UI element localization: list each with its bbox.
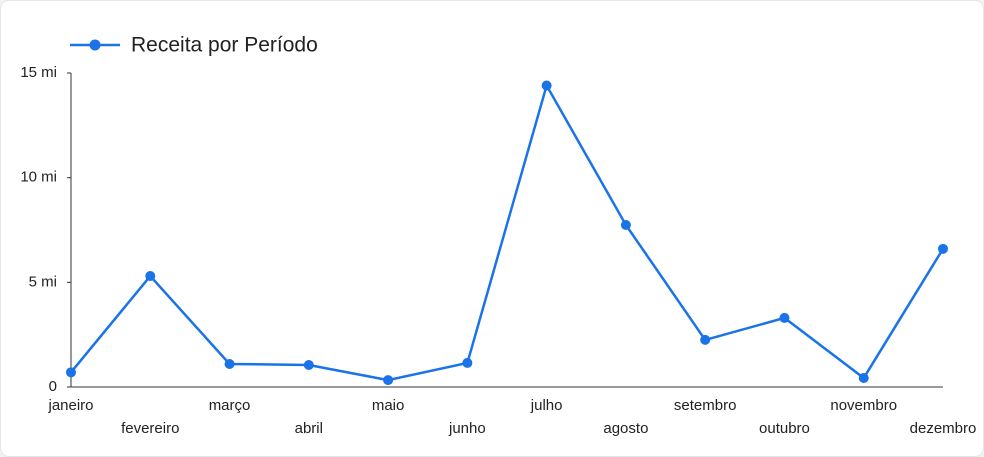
data-point bbox=[462, 357, 473, 368]
x-tick-label: agosto bbox=[603, 420, 648, 437]
data-point bbox=[620, 219, 631, 230]
data-point bbox=[541, 80, 552, 91]
data-point bbox=[224, 358, 235, 369]
x-tick-label: abril bbox=[295, 420, 323, 437]
series-line bbox=[70, 82, 945, 382]
data-point bbox=[66, 367, 76, 378]
x-tick-label: março bbox=[209, 397, 251, 414]
data-point bbox=[938, 243, 948, 254]
legend-label: Receita por Período bbox=[131, 34, 318, 57]
data-point bbox=[700, 334, 711, 345]
y-tick-label: 10 mi bbox=[20, 169, 57, 186]
data-point bbox=[145, 271, 156, 282]
y-tick-label: 5 mi bbox=[29, 273, 57, 290]
x-tick-label: outubro bbox=[759, 420, 810, 437]
x-tick-label: junho bbox=[448, 420, 486, 437]
legend-marker bbox=[89, 39, 101, 51]
data-point bbox=[303, 360, 314, 371]
data-point bbox=[383, 375, 394, 386]
x-tick-label: dezembro bbox=[910, 420, 977, 437]
x-tick-label: setembro bbox=[674, 397, 737, 414]
y-tick-label: 0 bbox=[49, 378, 57, 395]
data-point bbox=[858, 372, 869, 383]
data-point bbox=[779, 312, 790, 323]
x-tick-label: julho bbox=[530, 397, 563, 414]
y-tick-label: 15 mi bbox=[20, 64, 57, 81]
x-tick-label: janeiro bbox=[47, 397, 93, 414]
x-tick-label: fevereiro bbox=[121, 420, 179, 437]
x-tick-label: novembro bbox=[830, 397, 897, 414]
x-tick-label: maio bbox=[372, 397, 405, 414]
